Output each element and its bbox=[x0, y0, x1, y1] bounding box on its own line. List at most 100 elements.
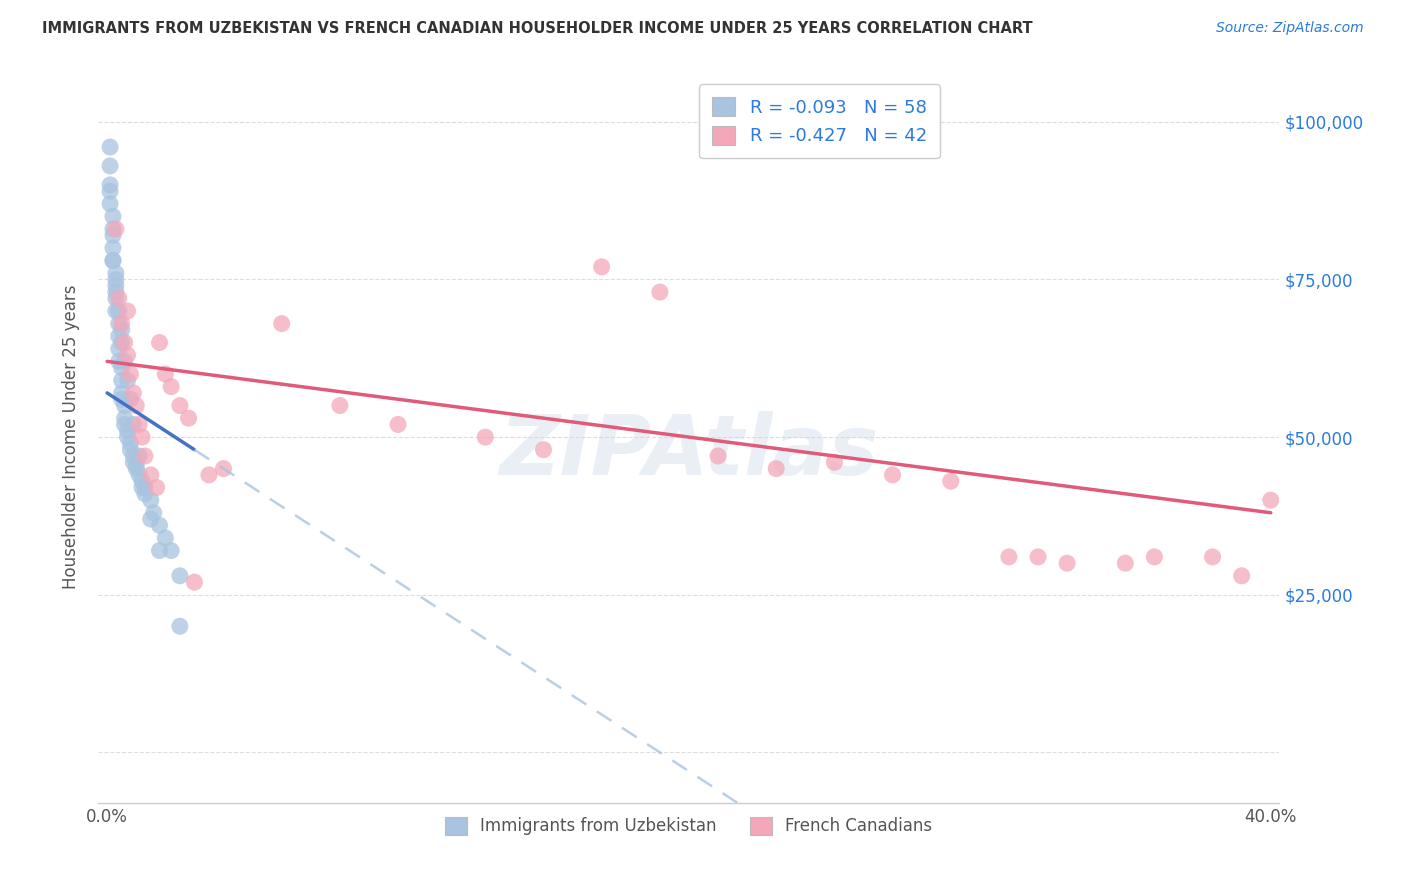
Point bbox=[107, 317, 129, 331]
Point bbox=[104, 272, 127, 286]
Point bbox=[139, 467, 162, 482]
Point bbox=[939, 474, 962, 488]
Point bbox=[591, 260, 613, 274]
Point bbox=[128, 467, 150, 482]
Text: ZIPAtlas: ZIPAtlas bbox=[499, 411, 879, 492]
Point bbox=[148, 335, 170, 350]
Point bbox=[101, 253, 124, 268]
Point bbox=[122, 455, 145, 469]
Point bbox=[120, 392, 142, 407]
Point bbox=[1056, 556, 1078, 570]
Point bbox=[117, 430, 139, 444]
Point bbox=[111, 360, 134, 375]
Point bbox=[104, 222, 127, 236]
Point bbox=[134, 481, 156, 495]
Point bbox=[212, 461, 235, 475]
Point bbox=[114, 354, 136, 368]
Point bbox=[120, 442, 142, 457]
Legend: Immigrants from Uzbekistan, French Canadians: Immigrants from Uzbekistan, French Canad… bbox=[439, 810, 939, 842]
Text: Source: ZipAtlas.com: Source: ZipAtlas.com bbox=[1216, 21, 1364, 36]
Point bbox=[131, 430, 153, 444]
Point bbox=[98, 178, 121, 192]
Point bbox=[104, 291, 127, 305]
Point bbox=[114, 335, 136, 350]
Point bbox=[183, 575, 205, 590]
Point bbox=[1260, 493, 1282, 508]
Point bbox=[134, 487, 156, 501]
Point bbox=[139, 512, 162, 526]
Point bbox=[270, 317, 292, 331]
Point bbox=[128, 417, 150, 432]
Point bbox=[882, 467, 904, 482]
Point bbox=[823, 455, 845, 469]
Point bbox=[160, 379, 183, 393]
Point bbox=[101, 210, 124, 224]
Point bbox=[122, 386, 145, 401]
Point bbox=[111, 392, 134, 407]
Point bbox=[122, 417, 145, 432]
Point bbox=[101, 253, 124, 268]
Point bbox=[131, 474, 153, 488]
Point bbox=[117, 424, 139, 438]
Point bbox=[98, 184, 121, 198]
Point bbox=[101, 241, 124, 255]
Point bbox=[111, 373, 134, 387]
Point bbox=[145, 481, 167, 495]
Point bbox=[128, 449, 150, 463]
Point bbox=[107, 354, 129, 368]
Point bbox=[125, 399, 148, 413]
Point bbox=[111, 317, 134, 331]
Point bbox=[125, 461, 148, 475]
Point bbox=[104, 285, 127, 299]
Point bbox=[177, 411, 200, 425]
Point bbox=[155, 531, 177, 545]
Point bbox=[169, 619, 191, 633]
Point bbox=[160, 543, 183, 558]
Point bbox=[765, 461, 787, 475]
Point bbox=[120, 436, 142, 450]
Point bbox=[648, 285, 671, 299]
Point bbox=[98, 159, 121, 173]
Point bbox=[131, 481, 153, 495]
Point bbox=[101, 222, 124, 236]
Point bbox=[117, 348, 139, 362]
Point bbox=[474, 430, 496, 444]
Point bbox=[120, 367, 142, 381]
Point bbox=[142, 506, 165, 520]
Point bbox=[998, 549, 1021, 564]
Point bbox=[107, 329, 129, 343]
Point bbox=[169, 399, 191, 413]
Point bbox=[1201, 549, 1223, 564]
Point bbox=[98, 196, 121, 211]
Point bbox=[387, 417, 409, 432]
Point bbox=[107, 291, 129, 305]
Point bbox=[148, 518, 170, 533]
Point bbox=[104, 304, 127, 318]
Point bbox=[117, 304, 139, 318]
Point bbox=[98, 140, 121, 154]
Text: IMMIGRANTS FROM UZBEKISTAN VS FRENCH CANADIAN HOUSEHOLDER INCOME UNDER 25 YEARS : IMMIGRANTS FROM UZBEKISTAN VS FRENCH CAN… bbox=[42, 21, 1033, 37]
Point bbox=[122, 449, 145, 463]
Point bbox=[198, 467, 221, 482]
Point bbox=[107, 342, 129, 356]
Point bbox=[114, 399, 136, 413]
Point bbox=[104, 266, 127, 280]
Point bbox=[707, 449, 730, 463]
Point bbox=[107, 304, 129, 318]
Point bbox=[111, 323, 134, 337]
Point bbox=[169, 569, 191, 583]
Y-axis label: Householder Income Under 25 years: Householder Income Under 25 years bbox=[62, 285, 80, 590]
Point bbox=[1230, 569, 1253, 583]
Point bbox=[117, 373, 139, 387]
Point bbox=[1114, 556, 1136, 570]
Point bbox=[329, 399, 352, 413]
Point bbox=[125, 458, 148, 473]
Point bbox=[134, 449, 156, 463]
Point bbox=[104, 278, 127, 293]
Point bbox=[148, 543, 170, 558]
Point bbox=[114, 411, 136, 425]
Point bbox=[1143, 549, 1166, 564]
Point bbox=[114, 417, 136, 432]
Point bbox=[1026, 549, 1049, 564]
Point bbox=[111, 386, 134, 401]
